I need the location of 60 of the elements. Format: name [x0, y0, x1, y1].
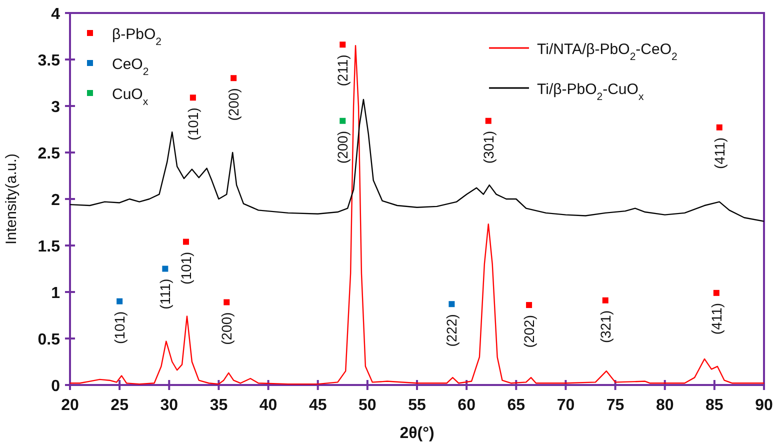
point: [224, 299, 230, 306]
y-tick-label: 0: [51, 378, 60, 395]
x-tick-label: 30: [160, 397, 178, 414]
annotation: (411): [708, 302, 724, 335]
point: [602, 297, 608, 304]
x-tick-label: 50: [358, 397, 376, 414]
annotation: (222): [444, 314, 460, 347]
x-tick-label: 80: [656, 397, 674, 414]
x-tick-label: 55: [408, 397, 426, 414]
y-tick-label: 1: [51, 285, 60, 302]
point: [230, 75, 237, 82]
point: [526, 302, 532, 308]
x-tick-label: 90: [755, 397, 773, 414]
x-tick-label: 70: [556, 397, 575, 414]
x-tick-label: 25: [110, 397, 129, 414]
x-tick-label: 40: [259, 397, 278, 414]
x-tick-label: 60: [458, 397, 476, 414]
annotation: (202): [521, 315, 538, 348]
annotation: (111): [157, 278, 174, 310]
point: [716, 124, 722, 130]
x-tick-label: 20: [61, 397, 79, 414]
point: [162, 266, 168, 272]
annotation: (411): [711, 137, 728, 170]
x-tick-label: 75: [606, 397, 624, 414]
point: [713, 290, 720, 296]
annotation: (211): [334, 54, 351, 86]
x-axis-title: 2θ(°): [400, 425, 434, 442]
point: [448, 301, 455, 308]
legend-label: CeO$_{2}$: [112, 56, 149, 78]
x-tick-label: 65: [507, 397, 526, 414]
legend-label: β-PbO$_{2}$: [112, 26, 162, 48]
point: [190, 94, 196, 101]
annotation: (321): [597, 310, 614, 344]
annotation: (200): [218, 312, 235, 345]
annotation: (101): [112, 311, 128, 344]
point: [116, 298, 123, 304]
annotation: (101): [178, 252, 194, 284]
x-tick-label: 45: [308, 397, 327, 414]
y-tick-label: 3.5: [38, 52, 60, 70]
y-tick-label: 1.5: [38, 238, 60, 256]
x-tick-label: 85: [706, 397, 724, 414]
y-axis-title: Intensity(a.u.): [3, 154, 20, 244]
annotation: (200): [334, 130, 351, 164]
y-tick-label: 2.5: [38, 146, 60, 162]
annotation: (101): [184, 108, 201, 140]
point: [340, 42, 346, 48]
legend-label: Ti/β-PbO$_{2}$-CuO$_{x}$: [537, 81, 644, 103]
point: [485, 118, 492, 124]
y-tick-label: 0.5: [38, 332, 60, 348]
y-tick-label: 4: [51, 6, 60, 23]
y-tick-label: 3: [51, 99, 60, 116]
point: [340, 118, 346, 124]
legend-label: Ti/NTA/β-PbO$_{2}$-CeO$_{2}$: [537, 41, 678, 63]
annotation: (200): [226, 88, 242, 121]
legend-label: CuO$_{x}$: [112, 86, 149, 108]
y-tick-label: 2: [51, 192, 60, 209]
x-tick-label: 35: [210, 397, 228, 414]
annotation: (301): [480, 130, 496, 164]
point: [182, 238, 189, 245]
line-series: [69, 44, 765, 385]
